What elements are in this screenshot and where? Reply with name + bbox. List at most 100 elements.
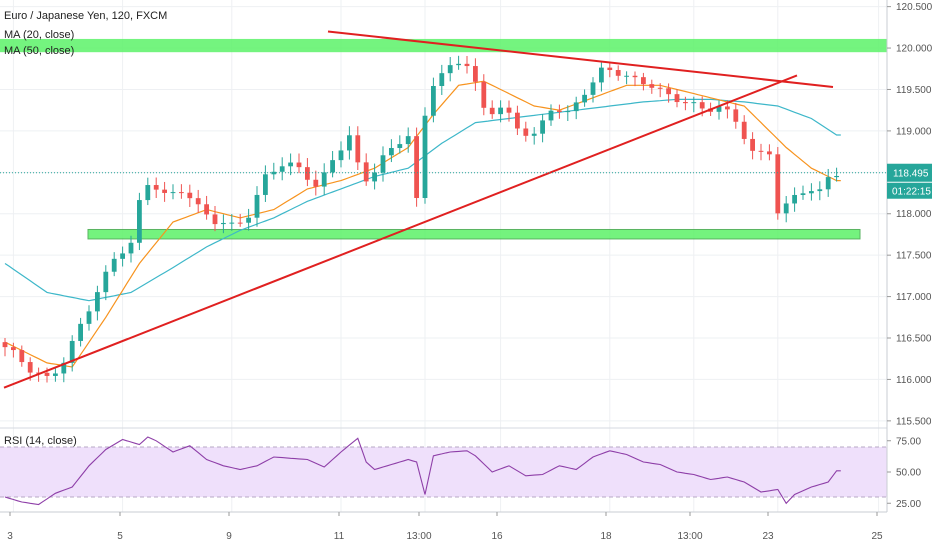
candle-body	[523, 128, 529, 136]
candle-body	[237, 222, 243, 224]
candle-body	[590, 82, 596, 95]
candle-body	[405, 136, 411, 145]
ma50-legend[interactable]: MA (50, close)	[4, 45, 75, 57]
candle-body	[657, 87, 663, 89]
rsi-line	[4, 436, 841, 506]
candle-body	[288, 162, 293, 167]
grid	[0, 0, 887, 512]
candle-body	[347, 135, 352, 151]
candle-body	[263, 174, 268, 195]
candle-body	[641, 77, 646, 85]
candle-body	[666, 88, 671, 95]
candle-body	[733, 109, 739, 122]
candle-body	[439, 73, 445, 87]
candle-body	[179, 192, 184, 194]
candle-body	[321, 172, 327, 187]
y-tick-label: 117.500	[896, 251, 932, 262]
candle-body	[363, 162, 369, 182]
candle-body	[632, 75, 638, 78]
last-price-tag	[887, 163, 932, 182]
candle-body	[750, 138, 755, 151]
candle-body	[573, 102, 579, 112]
candle-body	[128, 242, 134, 254]
x-tick-label: 18	[600, 531, 612, 542]
candle-body	[540, 120, 545, 134]
x-tick-label: 25	[871, 531, 883, 542]
candle-body	[246, 217, 251, 223]
candle-body	[431, 86, 436, 116]
resistance-zone	[0, 38, 887, 53]
candle-body	[162, 189, 167, 193]
candle-body	[296, 162, 302, 168]
candle-body	[53, 373, 58, 376]
candle-body	[414, 136, 419, 199]
rsi-legend[interactable]: RSI (14, close)	[4, 435, 77, 447]
trend-lines[interactable]	[3, 30, 834, 389]
candle-body	[44, 372, 50, 376]
x-tick-label: 11	[334, 531, 345, 542]
ma20-legend[interactable]: MA (20, close)	[4, 29, 75, 41]
candle-body	[800, 193, 806, 195]
candle-body	[397, 144, 403, 149]
rsi-band-fill	[0, 447, 887, 497]
candle-body	[674, 94, 680, 103]
candle-body	[624, 75, 629, 77]
candle-body	[2, 342, 8, 348]
y-tick-label: 115.500	[896, 416, 932, 427]
candle-body	[120, 253, 125, 259]
candle-body	[582, 94, 587, 103]
symbol-legend[interactable]: Euro / Japanese Yen, 120, FXCM	[4, 10, 168, 22]
candle-body	[170, 192, 176, 194]
candle-body	[422, 115, 428, 199]
candle-body	[649, 84, 655, 88]
candle-body	[531, 133, 537, 136]
zones	[0, 38, 887, 240]
candle-body	[78, 323, 83, 341]
candle-body	[557, 110, 562, 112]
candle-body	[792, 194, 797, 204]
y-tick-label: 117.000	[896, 292, 932, 303]
candle-body	[783, 203, 789, 214]
candle-body	[103, 271, 109, 293]
support-zone	[87, 228, 861, 240]
candle-body	[489, 107, 495, 115]
candle-body	[741, 121, 747, 139]
price-tags: 118.495 01:22:15	[0, 163, 932, 199]
countdown-text: 01:22:15	[892, 187, 931, 198]
y-tick-label: 116.500	[896, 334, 932, 345]
candle-body	[11, 347, 16, 351]
candle-body	[834, 175, 839, 178]
candle-body	[221, 222, 226, 225]
candle-body	[187, 192, 193, 199]
x-tick-label: 5	[117, 531, 123, 542]
candle-body	[464, 63, 470, 67]
candle-body	[137, 200, 142, 243]
candle-body	[565, 111, 571, 113]
x-tick-label: 16	[491, 531, 503, 542]
candle-body	[809, 191, 814, 194]
candle-body	[683, 102, 688, 104]
candle-body	[212, 214, 218, 225]
candle-body	[145, 185, 151, 201]
candle-body	[61, 362, 67, 374]
rsi-series	[4, 436, 841, 506]
candle-body	[456, 63, 461, 66]
y-tick-label: 120.500	[896, 2, 932, 13]
candle-body	[775, 154, 781, 214]
y-tick-label: 118.000	[896, 209, 932, 220]
rsi-tick-label: 25.00	[896, 499, 921, 510]
candle-body	[473, 66, 478, 82]
candle-body	[153, 185, 159, 190]
candle-body	[305, 167, 310, 180]
candle-body	[313, 179, 319, 187]
y-tick-label: 116.000	[896, 375, 932, 386]
candle-body	[355, 135, 361, 163]
candle-body	[506, 107, 512, 113]
candle-body	[716, 106, 722, 112]
candle-body	[195, 198, 201, 205]
x-tick-label: 9	[226, 531, 232, 542]
y-tick-label: 119.000	[896, 126, 932, 137]
candle-body	[548, 110, 554, 121]
